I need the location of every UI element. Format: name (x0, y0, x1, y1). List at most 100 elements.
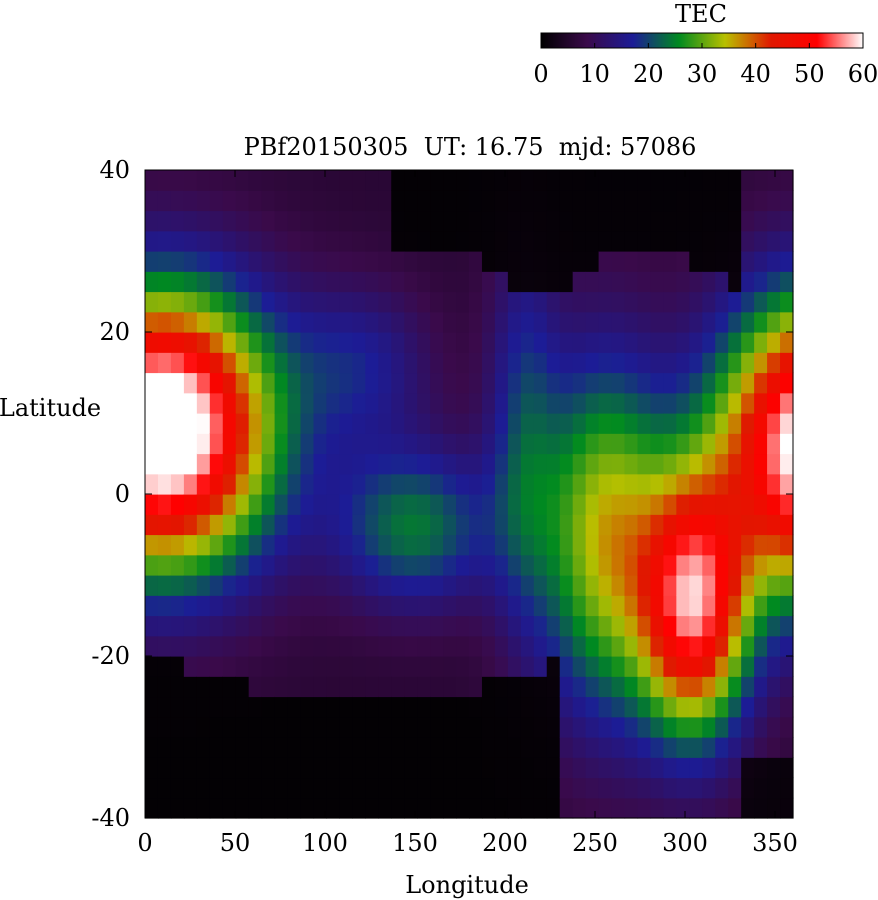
heatmap-cell (352, 372, 366, 394)
heatmap-cell (507, 554, 522, 576)
heatmap-cell (456, 251, 470, 272)
colorbar: TEC 0 10 20 30 40 50 60 (533, 0, 878, 88)
heatmap-cell (754, 453, 768, 475)
heatmap-cell (326, 271, 340, 293)
heatmap-cell (481, 696, 496, 718)
heatmap-cell (313, 413, 328, 434)
heatmap-cell (546, 190, 561, 212)
heatmap-cell (598, 595, 613, 617)
heatmap-cell (585, 575, 600, 596)
heatmap-cell (339, 413, 353, 434)
heatmap-cell (417, 797, 431, 819)
heatmap-cell (546, 757, 561, 779)
heatmap-cell (365, 311, 379, 333)
heatmap-cell (145, 271, 159, 293)
colorbar-label: TEC (675, 0, 727, 28)
heatmap-cell (559, 332, 574, 353)
heatmap-cell (261, 190, 276, 212)
heatmap-cell (352, 433, 366, 455)
heatmap-cell (287, 453, 302, 475)
heatmap-cell (274, 575, 289, 596)
heatmap-cell (235, 170, 250, 191)
heatmap-cell (145, 514, 159, 536)
heatmap-cell (261, 453, 276, 475)
heatmap-cell (339, 656, 353, 677)
heatmap-cell (261, 372, 276, 394)
heatmap-cell (494, 635, 509, 657)
heatmap-cell (170, 554, 185, 576)
heatmap-cell (196, 676, 211, 698)
heatmap-cell (170, 190, 185, 212)
heatmap-cell (326, 595, 340, 617)
heatmap-cell (507, 433, 522, 455)
heatmap-cell (754, 271, 768, 293)
heatmap-cell (209, 777, 224, 799)
heatmap-cell (339, 372, 353, 394)
heatmap-cell (326, 332, 340, 353)
heatmap-cell (780, 332, 794, 353)
heatmap-cell (391, 514, 405, 536)
heatmap-cell (767, 575, 781, 596)
y-axis-label: Latitude (0, 394, 101, 422)
heatmap-cell (170, 595, 185, 617)
heatmap-cell (261, 737, 276, 758)
heatmap-cell (624, 271, 639, 293)
heatmap-cell (507, 230, 522, 252)
heatmap-cell (741, 575, 755, 596)
heatmap-cell (650, 311, 664, 333)
heatmap-cell (481, 332, 496, 353)
heatmap-cell (170, 757, 185, 779)
heatmap-cell (572, 615, 587, 637)
heatmap-cell (676, 696, 690, 718)
heatmap-cell (417, 332, 431, 353)
heatmap-cell (145, 190, 159, 212)
heatmap-cell (157, 210, 172, 232)
heatmap-cell (300, 494, 315, 515)
heatmap-cell (287, 676, 302, 698)
heatmap-cell (469, 777, 483, 799)
heatmap-cell (170, 514, 185, 536)
heatmap-cell (637, 554, 652, 576)
heatmap-cell (611, 696, 626, 718)
heatmap-cell (365, 332, 379, 353)
heatmap-cell (404, 210, 418, 232)
heatmap-cell (559, 190, 574, 212)
y-tick-label: 20 (99, 318, 130, 346)
heatmap-cell (378, 534, 392, 556)
heatmap-cell (157, 230, 172, 252)
heatmap-cell (494, 473, 509, 495)
heatmap-cell (235, 615, 250, 637)
heatmap-cell (611, 392, 626, 414)
heatmap-cell (650, 676, 664, 698)
heatmap-cell (780, 534, 794, 556)
heatmap-cell (313, 494, 328, 515)
heatmap-cell (572, 656, 587, 677)
heatmap-cell (533, 656, 548, 677)
heatmap-cell (611, 453, 626, 475)
heatmap-cell (248, 737, 263, 758)
heatmap-cell (754, 797, 768, 819)
heatmap-cell (196, 473, 211, 495)
heatmap-cell (196, 635, 211, 657)
heatmap-cell (546, 514, 561, 536)
heatmap-cell (598, 210, 613, 232)
heatmap-cell (559, 554, 574, 576)
heatmap-cell (702, 291, 716, 313)
heatmap-cell (585, 595, 600, 617)
heatmap-cell (754, 575, 768, 596)
heatmap-cell (326, 615, 340, 637)
heatmap-cell (559, 757, 574, 779)
heatmap-cell (546, 473, 561, 495)
heatmap-cell (520, 757, 535, 779)
heatmap-cell (300, 271, 315, 293)
heatmap-cell (222, 332, 237, 353)
heatmap-cell (650, 332, 664, 353)
heatmap-cell (546, 797, 561, 819)
heatmap-cell (494, 757, 509, 779)
heatmap-cell (313, 737, 328, 758)
x-tick-label: 300 (662, 829, 708, 857)
heatmap-cell (300, 575, 315, 596)
heatmap-cell (637, 534, 652, 556)
heatmap-cell (637, 473, 652, 495)
heatmap-cell (352, 656, 366, 677)
